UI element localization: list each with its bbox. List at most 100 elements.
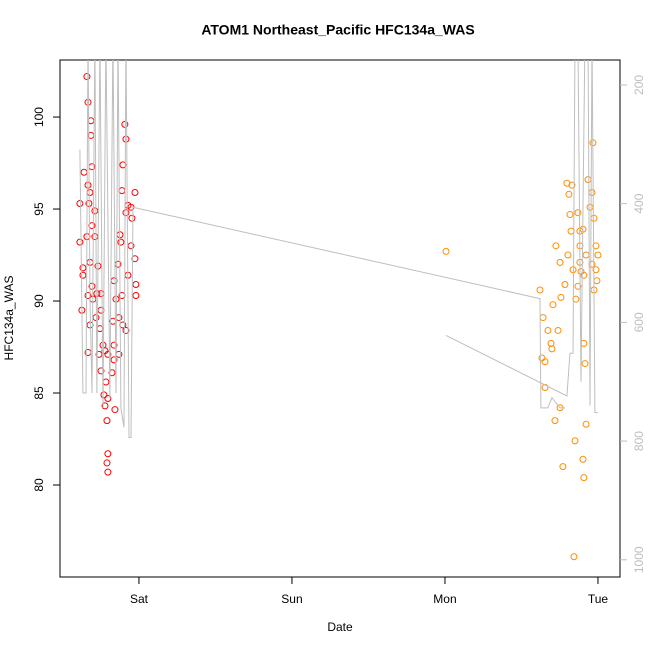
- point: [580, 474, 588, 482]
- point: [574, 282, 582, 290]
- point: [122, 135, 130, 143]
- point: [115, 314, 123, 322]
- point: [551, 417, 559, 425]
- point: [122, 326, 130, 334]
- point: [566, 211, 574, 219]
- point: [559, 463, 567, 471]
- point: [103, 459, 111, 467]
- y2-tick-label: 600: [632, 312, 646, 332]
- point: [97, 290, 105, 298]
- point: [88, 282, 96, 290]
- point: [121, 120, 129, 128]
- point: [548, 345, 556, 353]
- y-axis-label: HFC134a_WAS: [2, 276, 16, 361]
- pressure-line: [79, 60, 598, 439]
- point: [590, 214, 598, 222]
- y2-tick-label: 800: [632, 431, 646, 451]
- chart-title: ATOM1 Northeast_Pacific HFC134a_WAS: [201, 22, 474, 38]
- point: [592, 266, 600, 274]
- y-tick-label: 80: [32, 478, 46, 492]
- point: [536, 286, 544, 294]
- point: [582, 251, 590, 259]
- y-tick-label: 100: [32, 107, 46, 127]
- point: [110, 341, 118, 349]
- point: [549, 301, 557, 309]
- point: [110, 277, 118, 285]
- point: [570, 553, 578, 561]
- point: [102, 378, 110, 386]
- point: [592, 242, 600, 250]
- point: [132, 280, 140, 288]
- x-tick-label: Mon: [433, 592, 456, 606]
- y-tick-label: 85: [32, 386, 46, 400]
- point: [122, 209, 130, 217]
- point: [539, 314, 547, 322]
- point: [84, 292, 92, 300]
- point: [104, 350, 112, 358]
- point: [584, 176, 592, 184]
- point: [132, 292, 140, 300]
- point: [561, 280, 569, 288]
- point: [95, 350, 103, 358]
- point: [91, 207, 99, 215]
- y2-tick-label: 1000: [632, 546, 646, 573]
- point: [128, 214, 136, 222]
- point: [552, 242, 560, 250]
- point: [586, 203, 594, 211]
- point: [579, 455, 587, 463]
- point: [594, 251, 602, 259]
- point: [104, 468, 112, 476]
- point: [582, 420, 590, 428]
- point: [564, 251, 572, 259]
- point: [547, 339, 555, 347]
- point: [111, 406, 119, 414]
- point: [119, 161, 127, 169]
- x-axis-label: Date: [327, 620, 353, 634]
- point: [76, 200, 84, 208]
- point: [112, 295, 120, 303]
- point: [84, 181, 92, 189]
- point: [581, 360, 589, 368]
- point: [556, 258, 564, 266]
- point: [544, 326, 552, 334]
- plot-layer: [76, 60, 602, 561]
- point: [131, 255, 139, 263]
- point: [103, 417, 111, 425]
- point: [554, 326, 562, 334]
- x-tick-label: Sat: [130, 592, 149, 606]
- point: [565, 190, 573, 198]
- y2-tick-label: 200: [632, 75, 646, 95]
- point: [100, 391, 108, 399]
- point: [104, 395, 112, 403]
- point: [86, 188, 94, 196]
- point: [97, 367, 105, 375]
- point: [567, 227, 575, 235]
- point: [83, 73, 91, 81]
- point: [593, 277, 601, 285]
- point: [442, 247, 450, 255]
- point: [568, 181, 576, 189]
- point: [110, 356, 118, 364]
- y2-tick-label: 400: [632, 193, 646, 213]
- point: [79, 271, 87, 279]
- point: [117, 238, 125, 246]
- point: [131, 188, 139, 196]
- y-tick-label: 95: [32, 202, 46, 216]
- point: [571, 437, 579, 445]
- point: [557, 293, 565, 301]
- point: [97, 306, 105, 314]
- point: [574, 209, 582, 217]
- point: [541, 358, 549, 366]
- y-tick-label: 90: [32, 294, 46, 308]
- point: [588, 188, 596, 196]
- point: [79, 264, 87, 272]
- point: [80, 168, 88, 176]
- point: [104, 450, 112, 458]
- point: [569, 266, 577, 274]
- point: [93, 290, 101, 298]
- point: [118, 187, 126, 195]
- point: [115, 350, 123, 358]
- x-tick-label: Sun: [281, 592, 302, 606]
- point: [580, 271, 588, 279]
